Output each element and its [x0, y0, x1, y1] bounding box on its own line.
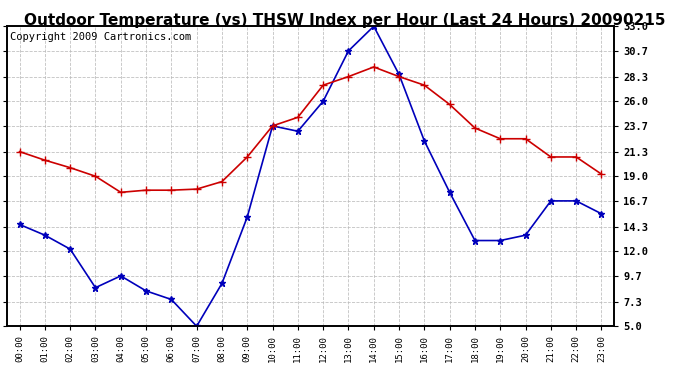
Text: Copyright 2009 Cartronics.com: Copyright 2009 Cartronics.com — [10, 32, 191, 42]
Text: Outdoor Temperature (vs) THSW Index per Hour (Last 24 Hours) 20090215: Outdoor Temperature (vs) THSW Index per … — [24, 13, 666, 28]
